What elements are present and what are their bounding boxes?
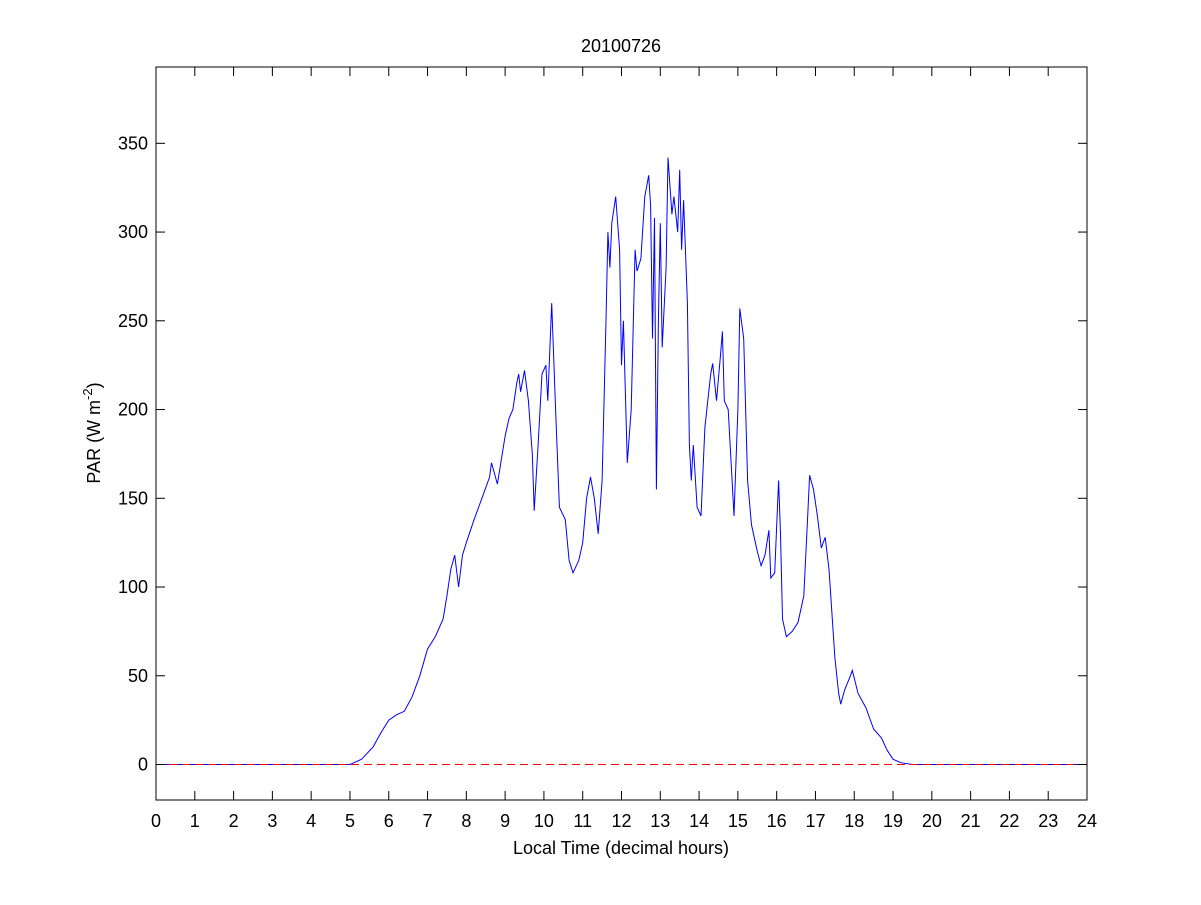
x-tick-label: 14 xyxy=(689,811,709,831)
x-tick-label: 20 xyxy=(922,811,942,831)
x-tick-label: 11 xyxy=(573,811,592,831)
x-tick-label: 13 xyxy=(650,811,670,831)
x-tick-label: 22 xyxy=(999,811,1019,831)
y-tick-label: 200 xyxy=(118,400,148,420)
x-tick-label: 23 xyxy=(1038,811,1058,831)
x-tick-label: 6 xyxy=(384,811,394,831)
y-label-sup: -2 xyxy=(80,388,95,400)
chart-title: 20100726 xyxy=(581,36,661,56)
x-tick-label: 16 xyxy=(767,811,787,831)
x-tick-label: 10 xyxy=(534,811,554,831)
x-tick-label: 7 xyxy=(423,811,433,831)
x-tick-label: 8 xyxy=(461,811,471,831)
y-tick-label: 300 xyxy=(118,222,148,242)
y-tick-label: 250 xyxy=(118,311,148,331)
x-tick-label: 24 xyxy=(1077,811,1097,831)
y-tick-label: 150 xyxy=(118,488,148,508)
x-tick-label: 4 xyxy=(306,811,316,831)
x-axis-label: Local Time (decimal hours) xyxy=(513,838,729,858)
x-tick-label: 5 xyxy=(345,811,355,831)
data-line xyxy=(156,157,1087,765)
y-label-end: ) xyxy=(84,382,104,388)
y-tick-label: 0 xyxy=(138,755,148,775)
x-tick-label: 21 xyxy=(961,811,981,831)
x-tick-label: 17 xyxy=(805,811,825,831)
x-tick-label: 12 xyxy=(611,811,631,831)
x-tick-label: 9 xyxy=(500,811,510,831)
x-tick-label: 19 xyxy=(883,811,903,831)
x-tick-label: 1 xyxy=(190,811,200,831)
x-tick-label: 3 xyxy=(267,811,277,831)
x-tick-label: 15 xyxy=(728,811,748,831)
y-label-text: PAR (W m xyxy=(84,400,104,484)
x-tick-label: 2 xyxy=(229,811,239,831)
y-tick-label: 50 xyxy=(128,666,148,686)
x-tick-label: 0 xyxy=(151,811,161,831)
y-tick-label: 100 xyxy=(118,577,148,597)
y-tick-label: 350 xyxy=(118,133,148,153)
y-axis-label: PAR (W m-2) xyxy=(80,382,104,483)
x-tick-label: 18 xyxy=(844,811,864,831)
